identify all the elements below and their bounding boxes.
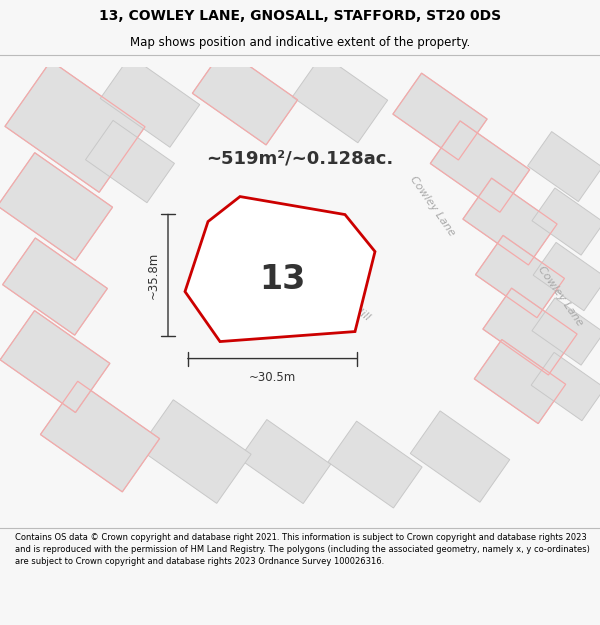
Text: Cowley Lane: Cowley Lane (536, 265, 584, 328)
Polygon shape (239, 419, 331, 504)
Text: ~519m²/~0.128ac.: ~519m²/~0.128ac. (206, 149, 394, 168)
Polygon shape (292, 54, 388, 142)
Polygon shape (139, 400, 251, 503)
Text: ~35.8m: ~35.8m (147, 251, 160, 299)
Polygon shape (430, 121, 530, 212)
Polygon shape (193, 48, 298, 145)
Polygon shape (0, 152, 113, 261)
Polygon shape (533, 242, 600, 311)
Polygon shape (0, 311, 110, 412)
Polygon shape (532, 188, 600, 255)
Text: Cowley Lane: Cowley Lane (407, 175, 457, 238)
Polygon shape (100, 56, 200, 148)
Polygon shape (185, 196, 375, 341)
Polygon shape (463, 178, 557, 265)
Polygon shape (2, 238, 107, 335)
Polygon shape (532, 298, 600, 365)
Text: Contains OS data © Crown copyright and database right 2021. This information is : Contains OS data © Crown copyright and d… (15, 533, 590, 566)
Polygon shape (393, 73, 487, 160)
Polygon shape (474, 339, 566, 424)
Polygon shape (483, 288, 577, 375)
Polygon shape (328, 421, 422, 508)
Polygon shape (527, 132, 600, 201)
Polygon shape (86, 121, 175, 202)
Text: 13: 13 (259, 263, 305, 296)
Polygon shape (40, 381, 160, 492)
Polygon shape (476, 236, 565, 318)
Polygon shape (531, 352, 600, 421)
Text: Ginger Hill: Ginger Hill (318, 281, 372, 322)
Polygon shape (5, 61, 145, 192)
Text: Map shows position and indicative extent of the property.: Map shows position and indicative extent… (130, 36, 470, 49)
Text: 13, COWLEY LANE, GNOSALL, STAFFORD, ST20 0DS: 13, COWLEY LANE, GNOSALL, STAFFORD, ST20… (99, 9, 501, 24)
Text: ~30.5m: ~30.5m (249, 371, 296, 384)
Polygon shape (410, 411, 510, 502)
